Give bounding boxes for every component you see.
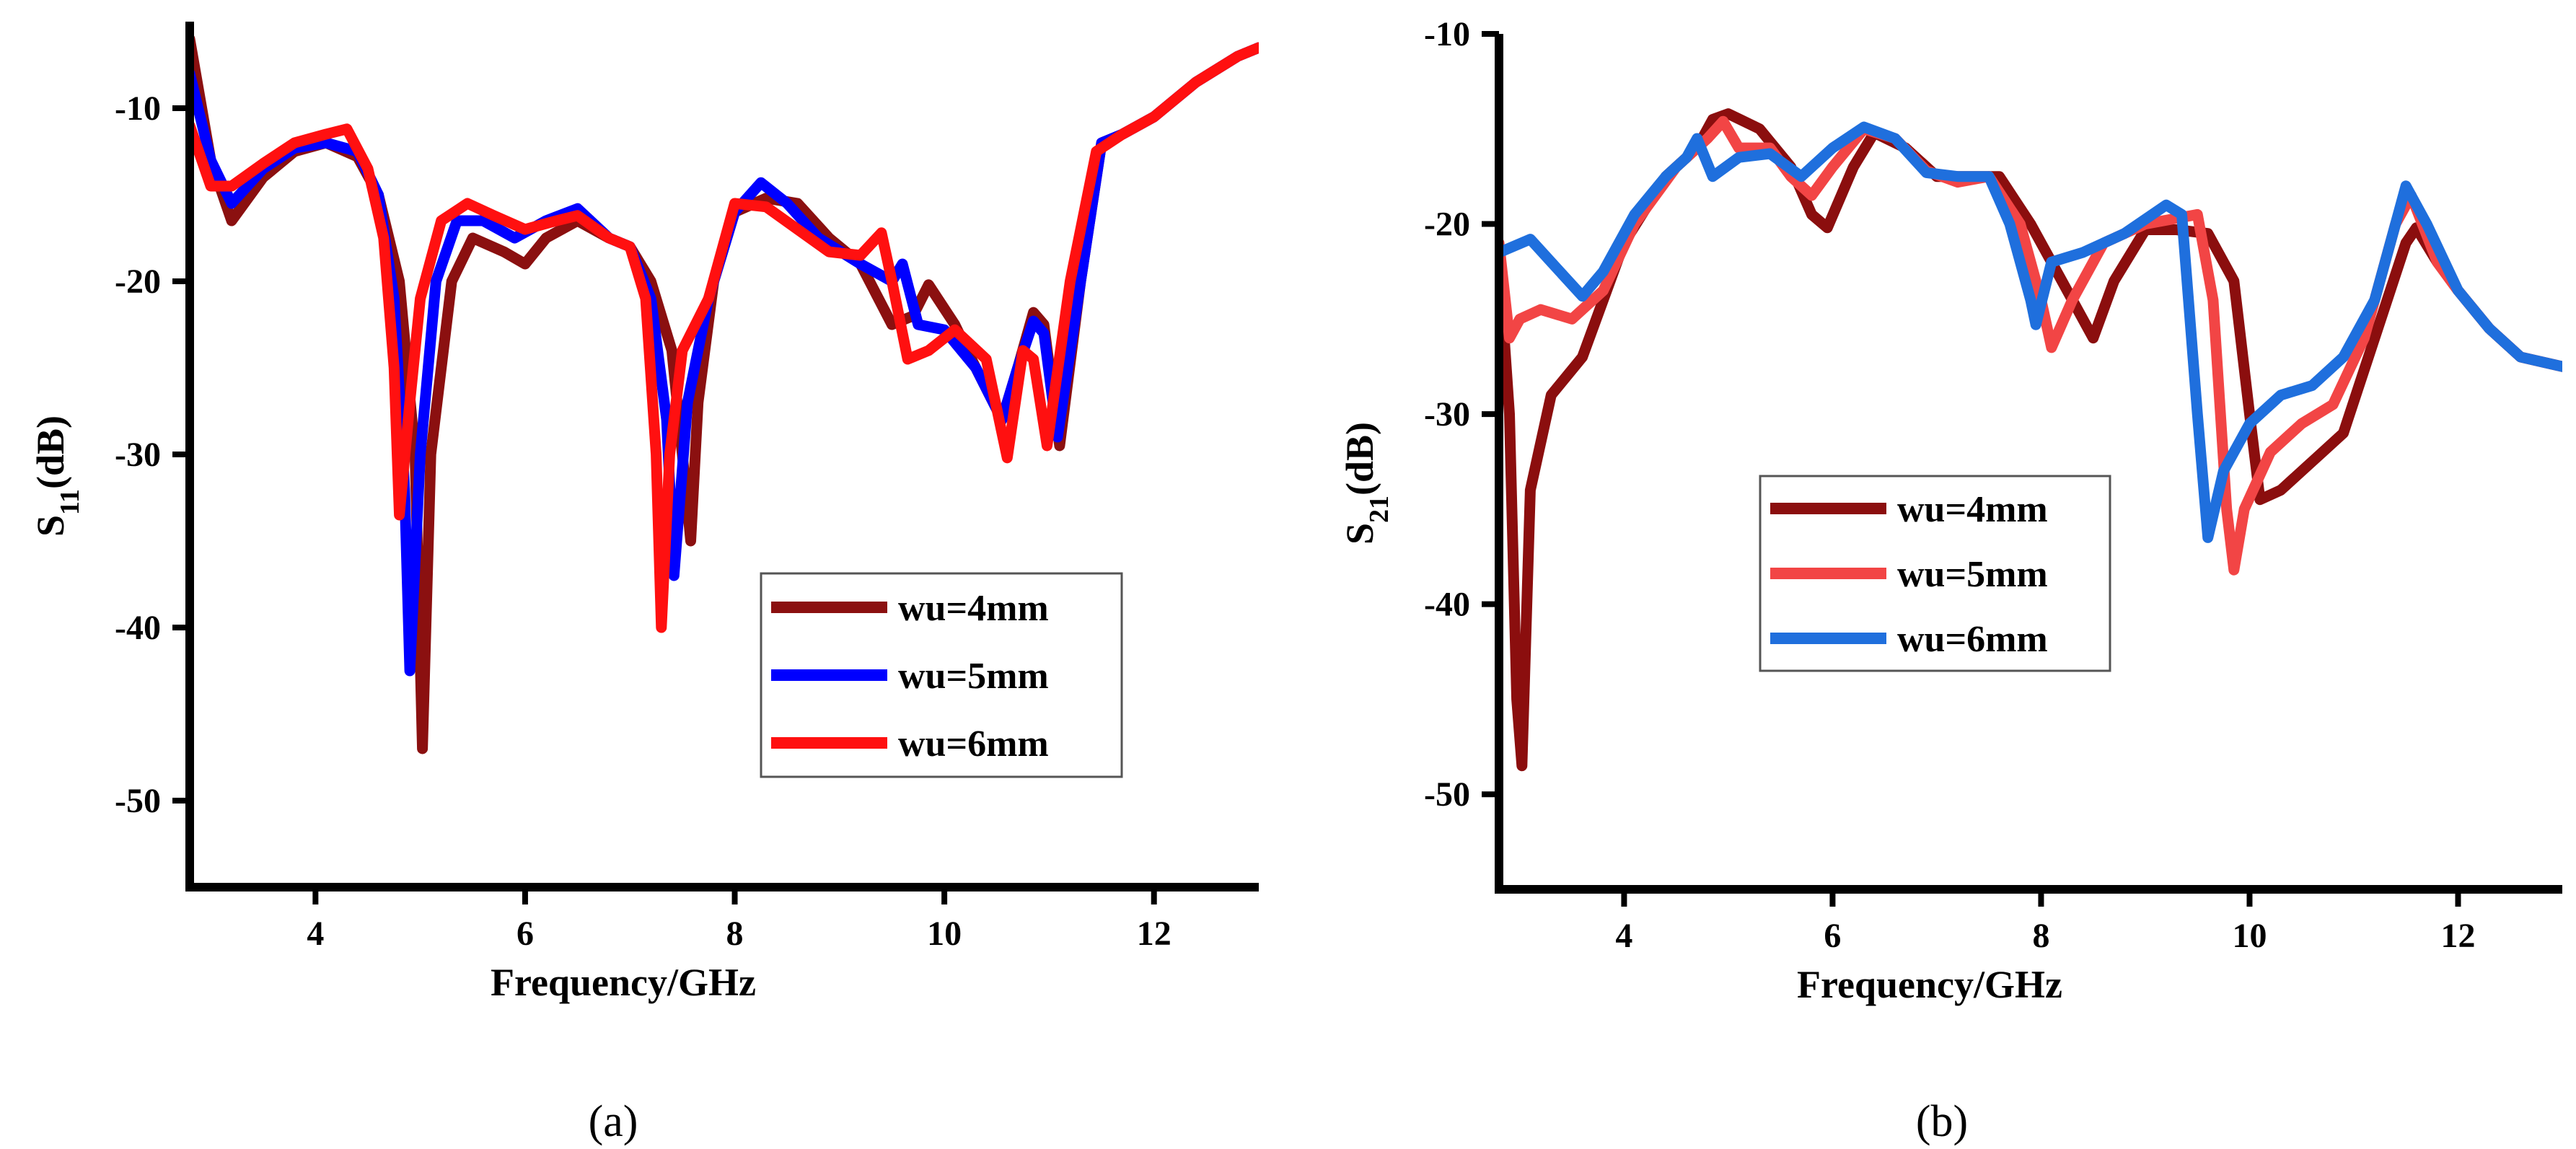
x-tick-label-b: 10 [2232,917,2267,955]
x-axis-title-b: Frequency/GHz [1797,963,2062,1006]
y-tick-label-b: -10 [1424,15,1470,53]
legend-b: wu=4mm wu=5mm wu=6mm [1759,475,2111,672]
x-tick-label-b: 4 [1615,917,1632,955]
y-axis-title-b: S21(dB) [1338,422,1394,545]
x-tick-label-b: 6 [1824,917,1841,955]
ticks-a: -10 -20 -30 -40 -50 4 6 8 10 12 [115,89,1171,953]
y-axis-title-unit-b: (dB) [1338,422,1381,496]
axes-b [1495,34,2562,894]
chart-panel-b: -10 -20 -30 -40 -50 4 6 8 10 12 Frequency/GHz S21… [1338,15,2562,1146]
legend-a: wu=4mm wu=5mm wu=6mm [760,572,1123,778]
y-tick-label-a: -30 [115,436,161,474]
x-axis-title-a: Frequency/GHz [491,961,756,1004]
y-axis-title-sub-a: 11 [55,489,85,515]
ticks-b: -10 -20 -30 -40 -50 4 6 8 10 12 [1424,15,2475,955]
y-axis-title-a: S11(dB) [29,415,85,537]
series-line-b-3 [1499,121,2562,543]
y-axis-title-main-a: S [29,515,72,537]
y-tick-label-b: -40 [1424,586,1470,624]
series-layer-b [1499,108,2562,772]
caption-b: (b) [1916,1097,1968,1146]
caption-a: (a) [589,1097,638,1146]
y-tick-label-b: -30 [1424,395,1470,433]
legend-label-b-2: wu=5mm [1897,554,2048,595]
y-tick-label-a: -50 [115,782,161,820]
x-tick-label-a: 12 [1137,915,1171,953]
y-tick-label-a: -20 [115,263,161,301]
x-tick-label-a: 4 [307,915,324,953]
x-tick-label-b: 8 [2032,917,2049,955]
legend-label-b-3: wu=6mm [1897,619,2048,660]
legend-label-b-1: wu=4mm [1897,489,2048,530]
x-tick-label-a: 10 [927,915,962,953]
series-line-a-3 [190,42,1259,633]
x-tick-label-a: 8 [726,915,744,953]
y-axis-title-unit-a: (dB) [29,415,72,489]
y-axis-title-main-b: S [1338,523,1381,545]
y-tick-label-a: -40 [115,609,161,647]
x-tick-label-b: 12 [2440,917,2475,955]
y-tick-label-b: -20 [1424,206,1470,244]
y-tick-label-a: -10 [115,89,161,128]
chart-panel-a: -10 -20 -30 -40 -50 4 6 8 10 12 Frequency/GHz S11… [29,22,1259,1146]
y-axis-title-sub-b: 21 [1364,496,1394,523]
x-tick-label-a: 6 [516,915,534,953]
legend-label-a-2: wu=5mm [898,656,1049,697]
legend-label-a-3: wu=6mm [898,723,1049,765]
series-layer-a [190,33,1259,754]
y-tick-label-b: -50 [1424,775,1470,814]
legend-label-a-1: wu=4mm [898,588,1049,629]
